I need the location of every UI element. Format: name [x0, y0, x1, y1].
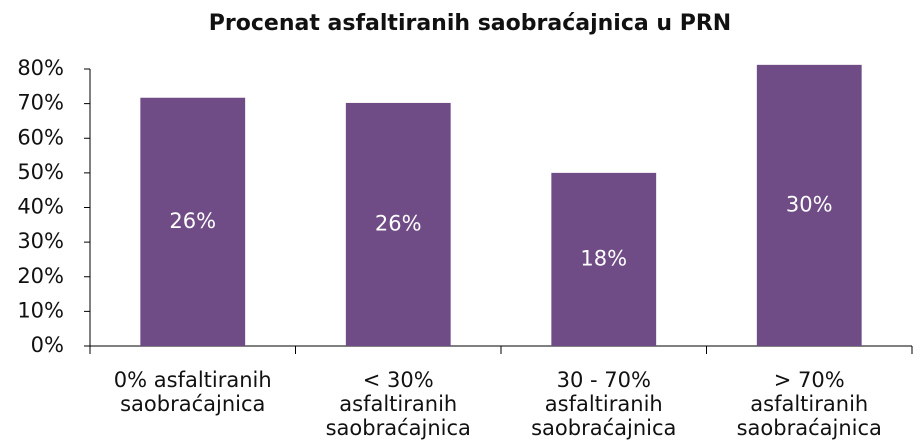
y-tick-label: 70% — [17, 91, 64, 115]
y-tick-label: 30% — [17, 229, 64, 253]
y-tick-label: 50% — [17, 160, 64, 184]
x-tick-label: > 70% asfaltiranih saobraćajnica — [736, 368, 882, 440]
bar — [140, 97, 246, 347]
x-tick-label: 30 - 70% asfaltiranih saobraćajnica — [531, 368, 677, 440]
y-tick-label: 0% — [31, 333, 64, 357]
bar-label: 26% — [169, 209, 216, 233]
bar-label: 26% — [375, 211, 422, 235]
bar-label: 18% — [580, 246, 627, 270]
bar-label: 30% — [786, 192, 833, 216]
y-tick-label: 80% — [17, 56, 64, 80]
bar — [756, 64, 862, 346]
x-tick-label: < 30% asfaltiranih saobraćajnica — [325, 368, 471, 440]
y-tick-label: 40% — [17, 195, 64, 219]
chart-title: Procenat asfaltiranih saobraćajnica u PR… — [209, 11, 731, 36]
y-tick-label: 20% — [17, 264, 64, 288]
y-tick-label: 10% — [17, 298, 64, 322]
y-tick-label: 60% — [17, 125, 64, 149]
bar — [551, 172, 657, 346]
x-tick-label: 0% asfaltiranih saobraćajnica — [113, 368, 272, 416]
bar — [345, 102, 451, 347]
